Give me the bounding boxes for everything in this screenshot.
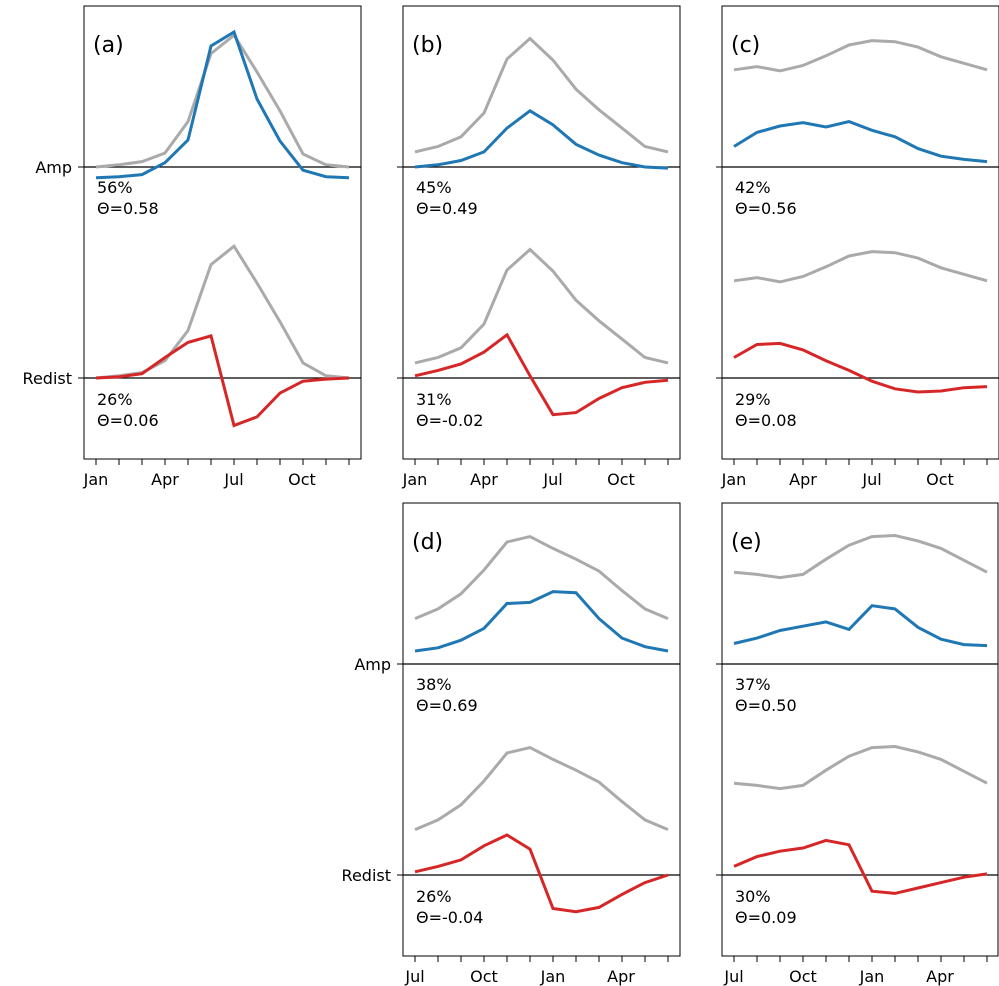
panel-d-amp-series-line	[414, 590, 669, 653]
panel-b-amp-series-line	[414, 108, 669, 170]
panel-d-xtick-label-4: Apr	[607, 967, 635, 986]
panel-e-amp-reference-line	[733, 533, 988, 580]
panel-c-xtick-label-4: Oct	[926, 470, 954, 489]
panel-e-x-ticks	[733, 956, 988, 962]
panel-d-amp-theta: Θ=0.69	[416, 696, 478, 715]
panel-e-xtick-label-3: Jan	[859, 967, 885, 986]
panel-a-xtick-label-1: Jan	[83, 470, 109, 489]
panel-a-amp-reference-line	[95, 32, 350, 169]
panel-e-xtick-label-4: Apr	[926, 967, 954, 986]
panel-c-xtick-label-2: Apr	[789, 470, 817, 489]
panel-a-amp-theta: Θ=0.58	[97, 199, 159, 218]
panel-d-redist-theta: Θ=-0.04	[416, 908, 483, 927]
panel-a-amp-series-line	[95, 29, 350, 180]
panel-a-xtick-label-4: Oct	[288, 470, 316, 489]
panel-e-amp-percent: 37%	[735, 675, 771, 694]
panel-e-xtick-label-1: Jul	[723, 967, 743, 986]
panel-d-redist-percent: 26%	[416, 887, 452, 906]
panel-a-xtick-label-3: Jul	[223, 470, 243, 489]
panel-b-label: (b)	[412, 33, 443, 58]
panel-d-redist-ylabel: Redist	[342, 866, 391, 885]
panel-c: (c) 42% Θ=0.56 29% Θ=0.08 Jan Apr Jul Oc…	[716, 5, 999, 489]
panel-a-redist-series-line	[95, 334, 350, 428]
panel-b: (b) 45% Θ=0.49 31% Θ=-0.02 Jan Apr Jul O…	[397, 5, 681, 489]
panel-b-xtick-label-1: Jan	[402, 470, 428, 489]
panel-d-amp-reference-line	[414, 535, 669, 620]
panel-c-redist-theta: Θ=0.08	[735, 411, 797, 430]
panel-c-redist-series-line	[733, 341, 988, 394]
panel-b-amp-percent: 45%	[416, 178, 452, 197]
panel-a: Amp Redist (a) 56% Θ=0.58 26% Θ=0.06 Jan…	[23, 5, 362, 489]
panel-d-redist-reference-line	[414, 746, 669, 831]
panel-e-amp-theta: Θ=0.50	[735, 696, 797, 715]
panel-c-amp-series-line	[733, 120, 988, 164]
panel-d-xtick-label-1: Jul	[404, 967, 424, 986]
panel-a-x-ticks	[95, 459, 350, 465]
panel-a-label: (a)	[93, 33, 124, 58]
panel-b-redist-theta: Θ=-0.02	[416, 411, 483, 430]
panel-c-amp-percent: 42%	[735, 178, 771, 197]
panel-d-xtick-label-2: Oct	[470, 967, 498, 986]
panel-c-redist-reference-line	[733, 250, 988, 284]
panel-d-amp-ylabel: Amp	[354, 655, 391, 674]
panel-e-xtick-label-2: Oct	[789, 967, 817, 986]
panel-c-amp-theta: Θ=0.56	[735, 199, 797, 218]
panel-d-xtick-label-3: Jan	[540, 967, 566, 986]
panel-b-x-ticks	[414, 459, 669, 465]
panel-a-amp-percent: 56%	[97, 178, 133, 197]
panel-d-frame	[402, 502, 681, 957]
panel-a-redist-ylabel: Redist	[23, 369, 72, 388]
panel-a-frame	[83, 5, 362, 460]
panel-b-redist-percent: 31%	[416, 390, 452, 409]
panel-e-amp-series-line	[733, 604, 988, 648]
panel-c-redist-percent: 29%	[735, 390, 771, 409]
panel-d-label: (d)	[412, 530, 443, 555]
panel-a-redist-theta: Θ=0.06	[97, 411, 159, 430]
panel-b-xtick-label-4: Oct	[607, 470, 635, 489]
panel-b-amp-reference-line	[414, 36, 669, 154]
panel-b-redist-series-line	[414, 332, 669, 417]
panel-e-frame	[721, 502, 999, 957]
panel-d-x-ticks	[414, 956, 669, 962]
panel-a-xtick-label-2: Apr	[151, 470, 179, 489]
panel-c-frame	[721, 5, 999, 460]
panel-e-redist-reference-line	[733, 744, 988, 791]
panel-e-redist-percent: 30%	[735, 887, 771, 906]
panel-c-xtick-label-3: Jul	[861, 470, 881, 489]
panel-a-redist-percent: 26%	[97, 390, 133, 409]
panel-c-amp-reference-line	[733, 39, 988, 73]
panel-b-xtick-label-2: Apr	[470, 470, 498, 489]
panel-d-redist-series-line	[414, 833, 669, 914]
panel-d-amp-percent: 38%	[416, 675, 452, 694]
panel-e: (e) 37% Θ=0.50 30% Θ=0.09 Jul Oct Jan Ap…	[716, 502, 999, 986]
panel-b-amp-theta: Θ=0.49	[416, 199, 478, 218]
panel-a-amp-ylabel: Amp	[35, 158, 72, 177]
panel-c-label: (c)	[731, 33, 760, 58]
panel-b-xtick-label-3: Jul	[542, 470, 562, 489]
panel-c-xtick-label-1: Jan	[721, 470, 747, 489]
panel-b-redist-reference-line	[414, 247, 669, 365]
panel-e-redist-series-line	[733, 838, 988, 895]
panel-b-frame	[402, 5, 681, 460]
panel-e-redist-theta: Θ=0.09	[735, 908, 797, 927]
panel-e-label: (e)	[731, 530, 762, 555]
panel-c-x-ticks	[733, 459, 988, 465]
panel-a-redist-reference-line	[95, 243, 350, 380]
panel-d: Amp Redist (d) 38% Θ=0.69 26% Θ=-0.04 Ju…	[342, 502, 681, 986]
